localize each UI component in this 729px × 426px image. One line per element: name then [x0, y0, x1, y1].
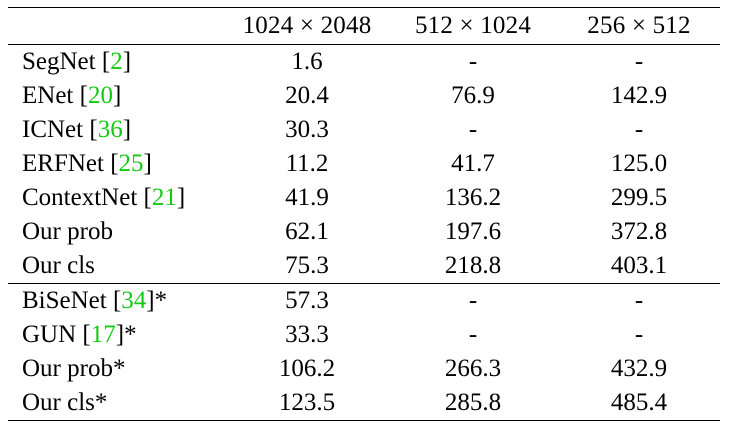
value-cell: 299.5: [610, 184, 668, 211]
header-method: [8, 8, 226, 45]
table-row: ERFNet [25] 11.2 41.7 125.0: [8, 147, 720, 181]
table-row: SegNet [2] 1.6 - -: [8, 45, 720, 80]
results-table-container: 1024 × 2048 512 × 1024 256 × 512 SegNet …: [8, 7, 720, 421]
table-row: Our cls 75.3 218.8 403.1: [8, 249, 720, 284]
value-cell: 218.8: [444, 252, 502, 279]
value-cell: -: [634, 287, 644, 314]
table-row: Our prob 62.1 197.6 372.8: [8, 215, 720, 249]
method-cell: BiSeNet [34]*: [22, 287, 168, 314]
method-cell: SegNet [2]: [22, 48, 132, 75]
value-cell: 485.4: [610, 389, 668, 416]
method-name: Our cls: [22, 252, 95, 279]
value-cell: 75.3: [285, 252, 329, 279]
method-cell: ENet [20]: [22, 82, 122, 109]
table-row: ContextNet [21] 41.9 136.2 299.5: [8, 181, 720, 215]
table-row: Our cls* 123.5 285.8 485.4: [8, 386, 720, 421]
value-cell: 197.6: [444, 218, 502, 245]
citation-link[interactable]: 36: [97, 116, 123, 143]
method-name: SegNet: [22, 48, 96, 75]
value-cell: 432.9: [610, 355, 668, 382]
header-res-1024x2048: 1024 × 2048: [242, 12, 372, 39]
header-res-256x512: 256 × 512: [587, 12, 691, 39]
method-cell: Our prob: [8, 215, 226, 249]
table-row: Our prob* 106.2 266.3 432.9: [8, 352, 720, 386]
table-row: ENet [20] 20.4 76.9 142.9: [8, 79, 720, 113]
method-name: Our cls*: [22, 389, 108, 416]
value-cell: 62.1: [285, 218, 329, 245]
citation-link[interactable]: 25: [118, 150, 144, 177]
value-cell: -: [468, 287, 478, 314]
value-cell: -: [468, 116, 478, 143]
method-name: ENet: [22, 82, 74, 109]
method-name: GUN: [22, 321, 77, 348]
value-cell: -: [634, 116, 644, 143]
value-cell: 41.9: [285, 184, 329, 211]
table-group-2: BiSeNet [34]* 57.3 - - GUN [17]* 33.3 - - Our pr…: [8, 284, 720, 421]
value-cell: 41.7: [451, 150, 495, 177]
value-cell: 125.0: [610, 150, 668, 177]
table-row: ICNet [36] 30.3 - -: [8, 113, 720, 147]
citation-link[interactable]: 21: [151, 184, 177, 211]
value-cell: -: [468, 321, 478, 348]
value-cell: 76.9: [451, 82, 495, 109]
method-suffix: *: [124, 321, 137, 348]
value-cell: 123.5: [278, 389, 336, 416]
method-cell: Our cls: [8, 249, 226, 284]
method-name: ContextNet: [22, 184, 138, 211]
value-cell: -: [634, 48, 644, 75]
citation-link[interactable]: 34: [121, 287, 147, 314]
method-cell: ERFNet [25]: [22, 150, 152, 177]
method-cell: GUN [17]*: [22, 321, 137, 348]
value-cell: 33.3: [285, 321, 329, 348]
citation-link[interactable]: 17: [90, 321, 116, 348]
value-cell: 106.2: [278, 355, 336, 382]
citation-link[interactable]: 2: [110, 48, 123, 75]
table-row: BiSeNet [34]* 57.3 - -: [8, 284, 720, 319]
method-suffix: *: [154, 287, 168, 314]
value-cell: 11.2: [285, 150, 329, 177]
method-name: ERFNet: [22, 150, 104, 177]
value-cell: 136.2: [444, 184, 502, 211]
method-name: BiSeNet: [22, 287, 107, 314]
value-cell: 403.1: [610, 252, 668, 279]
method-name: Our prob: [22, 218, 113, 245]
method-name: ICNet: [22, 116, 84, 143]
results-table: 1024 × 2048 512 × 1024 256 × 512 SegNet …: [8, 7, 720, 421]
value-cell: 142.9: [610, 82, 668, 109]
method-cell: Our prob*: [8, 352, 226, 386]
header-row: 1024 × 2048 512 × 1024 256 × 512: [8, 7, 720, 45]
value-cell: 20.4: [285, 82, 329, 109]
table-group-1: SegNet [2] 1.6 - - ENet [20] 20.4 76.9 142.9 ICN…: [8, 45, 720, 284]
value-cell: 285.8: [444, 389, 502, 416]
value-cell: 1.6: [291, 48, 323, 75]
method-name: Our prob*: [22, 355, 126, 382]
method-cell: Our cls*: [8, 386, 226, 421]
method-cell: ICNet [36]: [22, 116, 132, 143]
value-cell: 30.3: [285, 116, 329, 143]
value-cell: -: [634, 321, 644, 348]
citation-link[interactable]: 20: [87, 82, 113, 109]
table-row: GUN [17]* 33.3 - -: [8, 318, 720, 352]
method-cell: ContextNet [21]: [22, 184, 186, 211]
value-cell: -: [468, 48, 478, 75]
value-cell: 372.8: [610, 218, 668, 245]
header-res-512x1024: 512 × 1024: [414, 12, 532, 39]
value-cell: 266.3: [444, 355, 502, 382]
table-header: 1024 × 2048 512 × 1024 256 × 512: [8, 7, 720, 45]
value-cell: 57.3: [285, 287, 329, 314]
